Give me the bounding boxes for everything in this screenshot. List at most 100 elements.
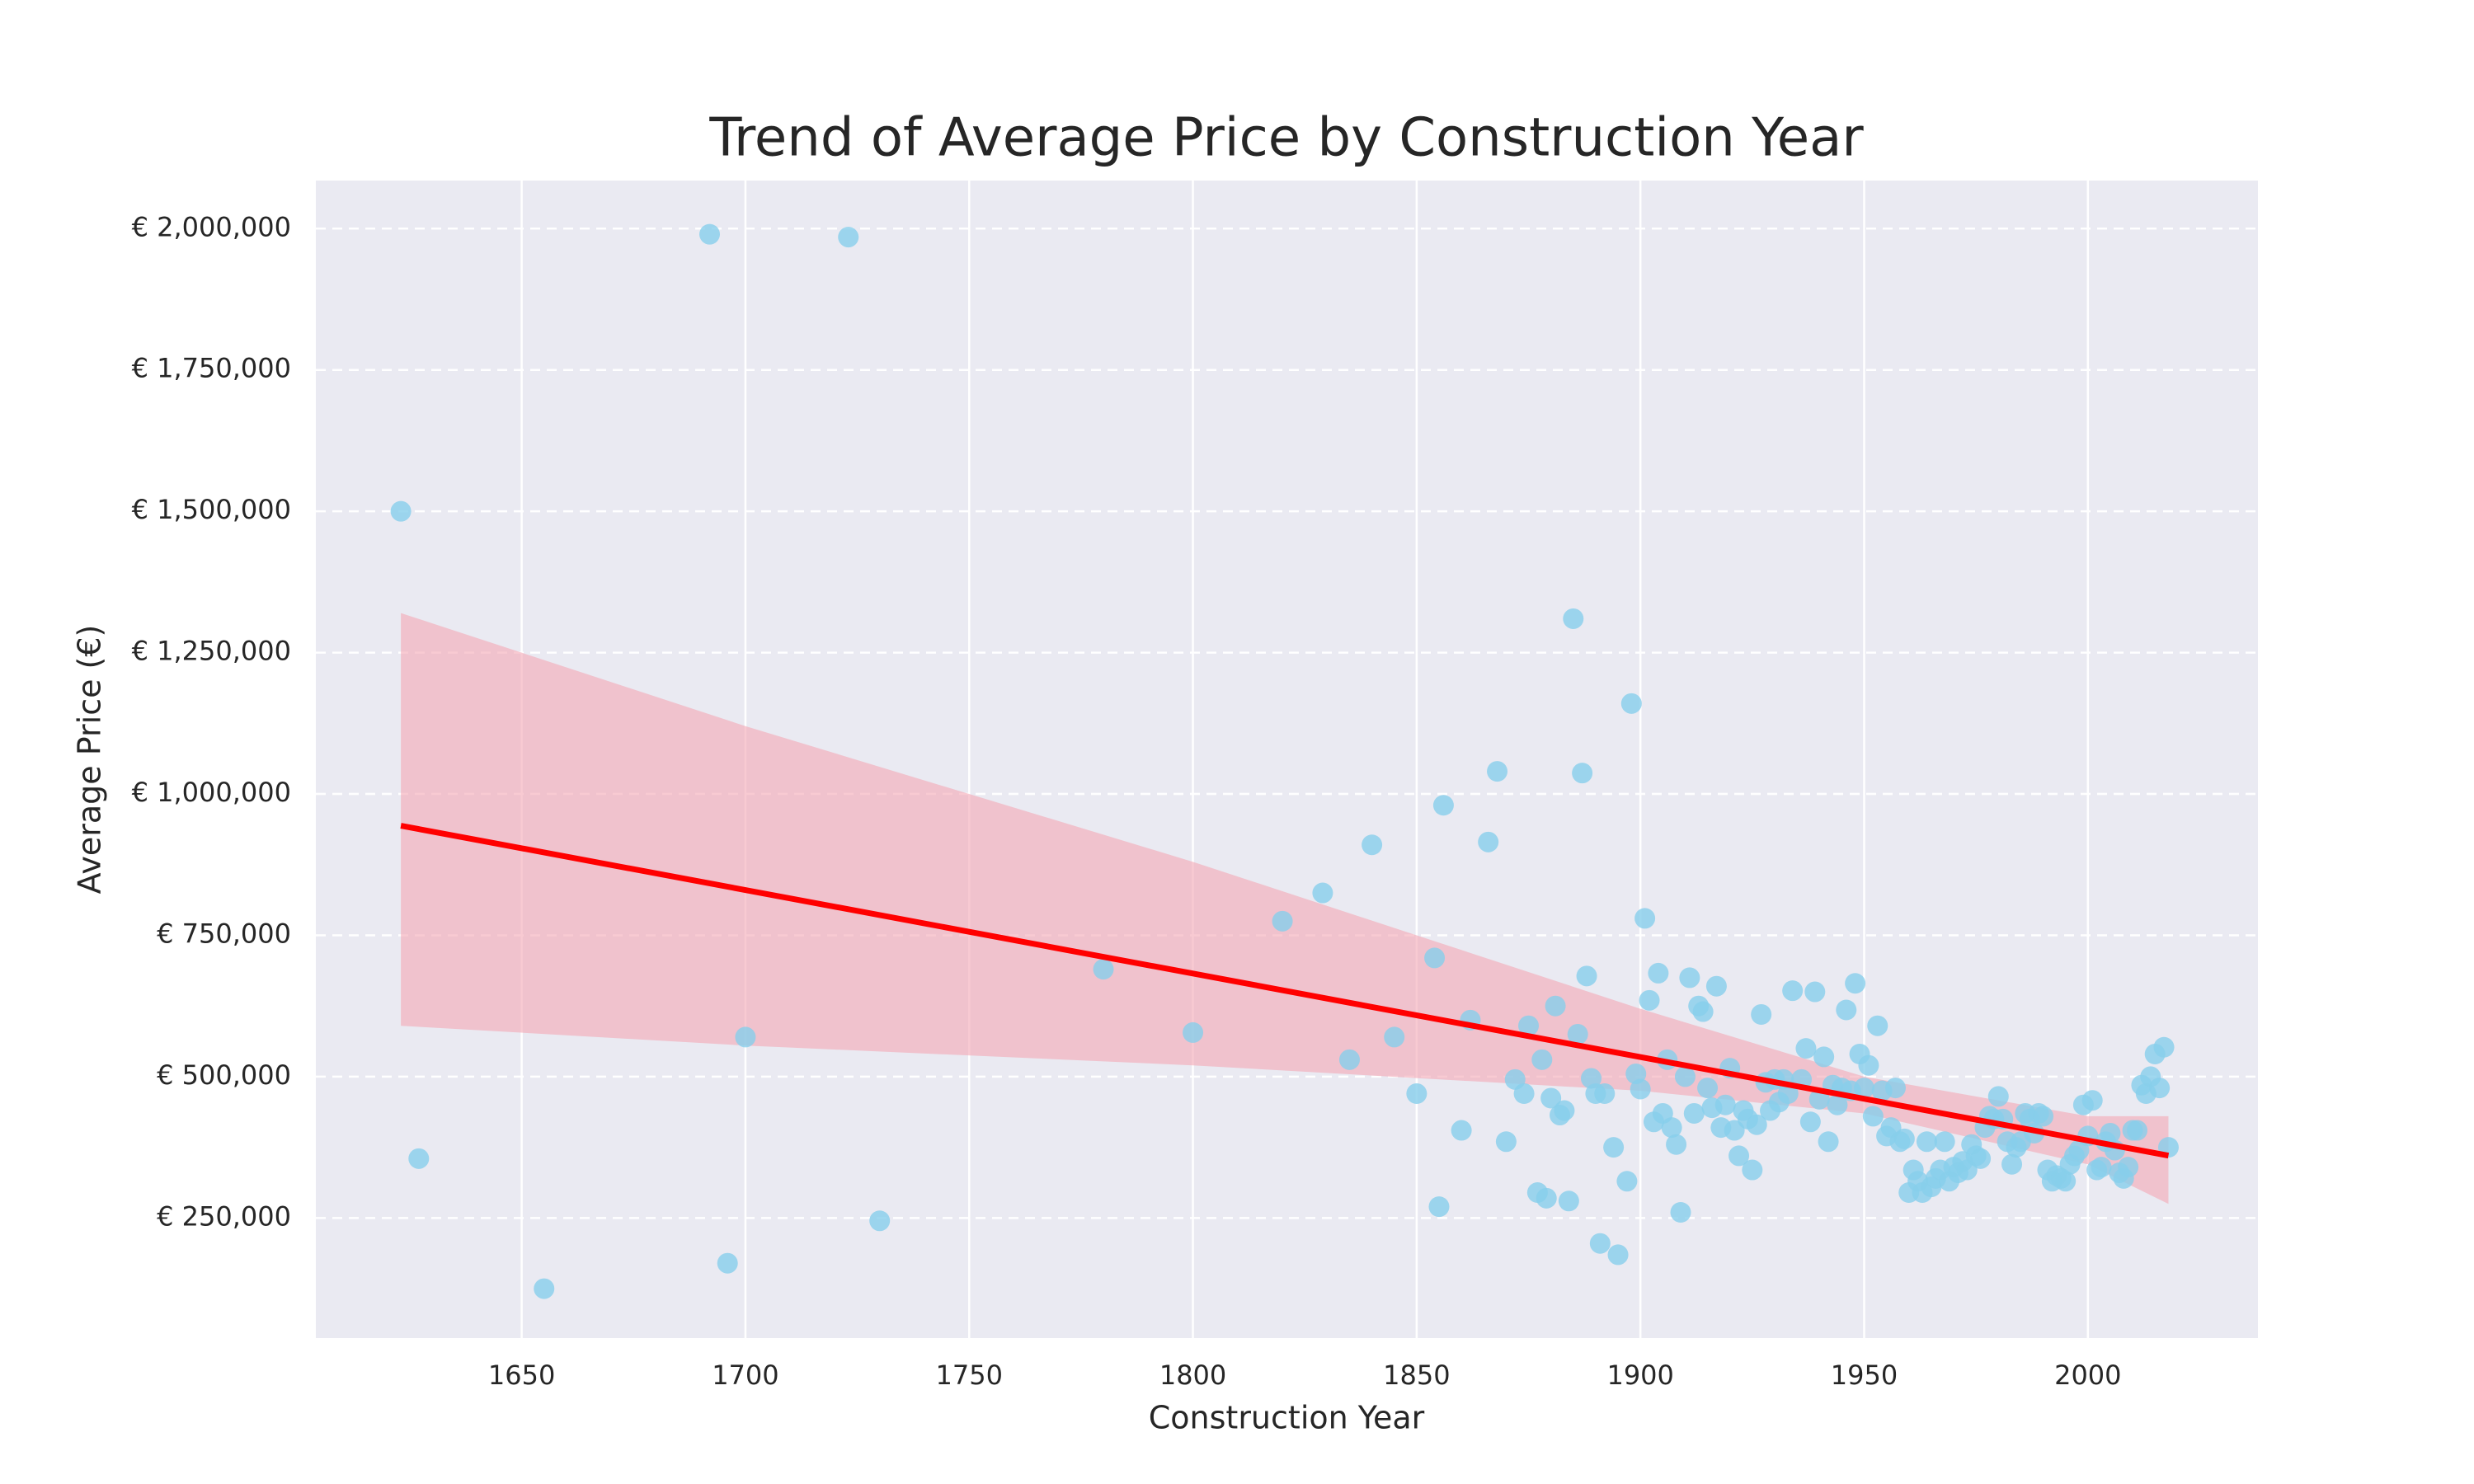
scatter-point <box>1893 1128 1915 1149</box>
y-tick-label: € 250,000 <box>157 1200 291 1232</box>
y-tick-label: € 1,500,000 <box>132 494 291 525</box>
scatter-point <box>534 1278 555 1299</box>
scatter-point <box>1679 967 1700 989</box>
scatter-point <box>1858 1054 1879 1076</box>
scatter-point <box>1827 1094 1848 1115</box>
scatter-point <box>1639 989 1660 1011</box>
scatter-point <box>1093 959 1114 980</box>
x-tick-label: 2000 <box>2054 1360 2121 1391</box>
scatter-point <box>1424 947 1446 969</box>
scatter-point <box>1666 1134 1687 1155</box>
scatter-point <box>2126 1120 2147 1141</box>
scatter-point <box>1818 1131 1839 1153</box>
scatter-point <box>2100 1122 2121 1144</box>
scatter-point <box>1648 962 1669 984</box>
scatter-point <box>1836 999 1857 1021</box>
scatter-point <box>1674 1066 1696 1087</box>
scatter-point <box>1554 1100 1575 1121</box>
scatter-point <box>1987 1086 2009 1107</box>
x-tick-label: 1900 <box>1606 1360 1673 1391</box>
scatter-point <box>1862 1106 1884 1127</box>
scatter-point <box>2081 1090 2103 1111</box>
scatter-point <box>1714 1094 1736 1115</box>
x-tick-label: 1800 <box>1159 1360 1226 1391</box>
scatter-point <box>1362 834 1383 856</box>
scatter-point <box>1845 973 1866 994</box>
scatter-point <box>2001 1153 2023 1175</box>
scatter-point <box>390 500 412 522</box>
scatter-point <box>838 227 859 248</box>
regression-line <box>400 823 2170 1159</box>
scatter-point <box>2055 1171 2077 1192</box>
scatter-point <box>1495 1131 1517 1153</box>
scatter-point <box>1432 795 1454 816</box>
scatter-point <box>1572 763 1593 784</box>
scatter-point <box>2091 1157 2112 1178</box>
scatter-point <box>2149 1078 2171 1099</box>
y-tick-label: € 500,000 <box>157 1059 291 1091</box>
scatter-point <box>1683 1102 1705 1124</box>
scatter-point <box>1545 995 1566 1017</box>
scatter-point <box>1451 1120 1472 1141</box>
y-tick-label: € 2,000,000 <box>132 211 291 242</box>
scatter-point <box>1705 975 1727 997</box>
y-axis-label: Average Price (€) <box>72 625 108 895</box>
scatter-point <box>1782 980 1804 1002</box>
scatter-point <box>1751 1003 1772 1025</box>
scatter-point <box>1724 1120 1745 1141</box>
scatter-point <box>1670 1201 1691 1223</box>
scatter-point <box>1531 1049 1553 1070</box>
scatter-point <box>1576 965 1597 987</box>
scatter-point <box>1729 1145 1750 1167</box>
scatter-point <box>2033 1106 2054 1127</box>
scatter-point <box>408 1148 430 1169</box>
scatter-point <box>1563 608 1584 629</box>
x-tick-label: 1950 <box>1831 1360 1898 1391</box>
scatter-point <box>1487 761 1508 782</box>
marks <box>390 223 2179 1299</box>
scatter-point <box>1540 1087 1562 1109</box>
scatter-point <box>1867 1015 1888 1036</box>
x-axis-label: Construction Year <box>1149 1400 1425 1436</box>
scatter-point <box>1272 910 1293 932</box>
scatter-point <box>1813 1046 1835 1068</box>
x-tick-label: 1650 <box>488 1360 555 1391</box>
x-tick-label: 1700 <box>712 1360 778 1391</box>
scatter-point <box>1970 1148 1992 1169</box>
confidence-band <box>401 613 2169 1205</box>
scatter-point <box>1620 693 1642 714</box>
scatter-point <box>1536 1187 1557 1209</box>
scatter-point <box>1916 1131 1937 1153</box>
grid <box>316 181 2258 1338</box>
scatter-point <box>1853 1078 1874 1099</box>
scatter-point <box>1518 1015 1540 1036</box>
scatter-point <box>1312 882 1333 904</box>
scatter-point <box>1884 1078 1906 1099</box>
scatter-point <box>1630 1078 1651 1100</box>
scatter-point <box>1795 1038 1817 1059</box>
scatter-point <box>1742 1159 1763 1181</box>
scatter-point <box>1697 1078 1719 1099</box>
scatter-point <box>1478 831 1499 852</box>
scatter-point <box>2118 1157 2139 1178</box>
scatter-point <box>1799 1111 1821 1133</box>
scatter-point <box>1607 1244 1629 1266</box>
scatter-point <box>1567 1023 1588 1045</box>
scatter-point <box>1594 1082 1616 1104</box>
y-tick-label: € 1,750,000 <box>132 353 291 384</box>
scatter-point <box>1603 1137 1625 1158</box>
scatter-point <box>1406 1082 1427 1104</box>
scatter-point <box>1183 1021 1204 1043</box>
scatter-point <box>1338 1049 1360 1070</box>
scatter-point <box>1746 1114 1767 1135</box>
scatter-point <box>1634 908 1656 929</box>
scatter-point <box>1692 1001 1714 1022</box>
y-tick-label: € 1,000,000 <box>132 777 291 808</box>
scatter-point <box>699 223 721 245</box>
scatter-point <box>1589 1233 1611 1254</box>
scatter-point <box>1513 1082 1535 1104</box>
scatter-point <box>1428 1196 1450 1218</box>
scatter-point <box>717 1252 738 1274</box>
y-tick-label: € 1,250,000 <box>132 636 291 667</box>
